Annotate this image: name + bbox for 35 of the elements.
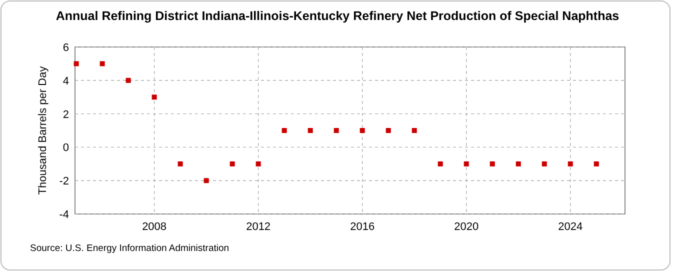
chart-title: Annual Refining District Indiana-Illinois-Kentucky Refinery Net Production of Special Naphthas <box>56 9 620 23</box>
point <box>178 161 183 166</box>
point <box>464 161 469 166</box>
point <box>360 128 365 133</box>
point <box>438 161 443 166</box>
y-tick-label: -4 <box>59 209 69 221</box>
x-tick-label: 2008 <box>142 221 167 233</box>
point <box>308 128 313 133</box>
source-note: Source: U.S. Energy Information Administration <box>30 243 230 254</box>
point <box>516 161 521 166</box>
x-tick-label: 2016 <box>350 221 375 233</box>
y-tick-label: 4 <box>62 75 69 88</box>
point <box>334 128 339 133</box>
point <box>282 128 287 133</box>
y-tick-label: -2 <box>59 176 69 188</box>
point <box>126 78 131 83</box>
point <box>386 128 391 133</box>
point <box>152 94 157 100</box>
point <box>542 161 547 166</box>
y-axis-title: Thousand Barrels per Day <box>37 66 49 195</box>
y-tick-label: 2 <box>62 108 69 121</box>
point <box>412 128 417 133</box>
y-tick-label: 6 <box>62 42 69 54</box>
point <box>100 61 105 66</box>
x-tick-label: 2024 <box>558 221 583 233</box>
point <box>490 161 495 166</box>
point <box>256 161 261 166</box>
point <box>204 178 209 184</box>
point <box>230 161 235 166</box>
x-tick-label: 2012 <box>246 221 271 233</box>
point <box>594 161 599 166</box>
y-tick-label: 0 <box>62 142 69 154</box>
x-tick-label: 2020 <box>454 221 479 233</box>
point <box>74 61 79 66</box>
point <box>568 161 573 166</box>
